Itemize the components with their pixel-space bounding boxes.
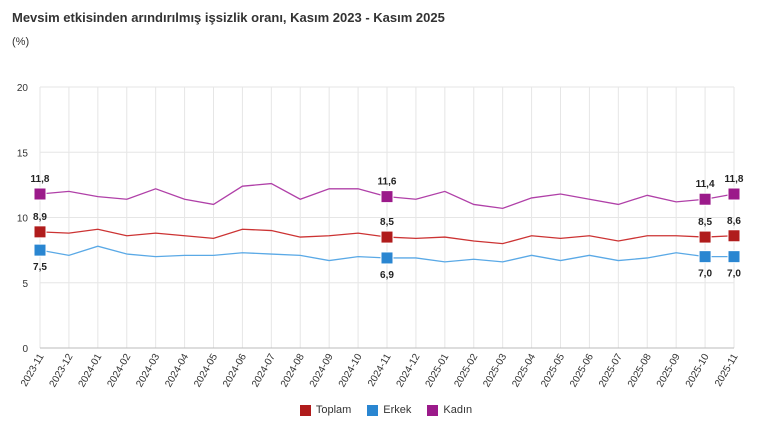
legend-item[interactable]: Toplam [299, 404, 352, 416]
data-marker [698, 250, 712, 264]
data-label: 11,6 [378, 177, 397, 188]
x-tick-label: 2025-06 [568, 352, 596, 390]
x-tick-label: 2025-10 [684, 352, 712, 390]
x-tick-label: 2024-06 [221, 352, 249, 390]
data-marker [698, 230, 712, 244]
legend-item[interactable]: Erkek [367, 404, 411, 416]
y-tick-label: 5 [22, 279, 28, 290]
y-tick-label: 0 [22, 344, 28, 355]
x-tick-label: 2025-01 [424, 352, 452, 390]
x-tick-label: 2025-03 [481, 352, 509, 390]
data-label: 11,8 [31, 174, 50, 185]
x-tick-label: 2023-12 [48, 352, 76, 390]
x-tick-label: 2025-02 [452, 352, 480, 390]
y-tick-label: 15 [17, 148, 29, 159]
data-marker [727, 250, 741, 264]
legend-label: Erkek [383, 404, 412, 416]
legend-item[interactable]: Kadın [427, 404, 472, 416]
legend: Toplam Erkek Kadın [0, 404, 772, 416]
data-marker [33, 225, 47, 239]
data-marker [380, 190, 394, 204]
x-tick-label: 2024-10 [337, 352, 365, 390]
x-tick-label: 2025-07 [597, 352, 625, 390]
x-tick-label: 2024-07 [250, 352, 278, 390]
legend-swatch [367, 404, 379, 416]
legend-label: Kadın [443, 404, 473, 416]
x-tick-label: 2024-05 [192, 352, 220, 390]
data-label: 7,0 [698, 269, 712, 280]
data-label: 8,9 [33, 212, 47, 223]
x-tick-label: 2023-11 [19, 352, 47, 389]
x-tick-label: 2024-08 [279, 352, 307, 390]
data-marker [380, 230, 394, 244]
chart-title: Mevsim etkisinden arındırılmış işsizlik … [12, 10, 445, 25]
data-label: 8,6 [727, 216, 741, 227]
data-marker [33, 187, 47, 201]
data-label: 8,5 [380, 217, 394, 228]
data-marker [33, 243, 47, 257]
x-tick-label: 2024-02 [105, 352, 133, 390]
x-tick-label: 2024-03 [134, 352, 162, 390]
data-marker [380, 251, 394, 265]
legend-label: Toplam [315, 404, 352, 416]
data-label: 7,5 [33, 262, 47, 273]
x-tick-label: 2025-04 [510, 352, 538, 390]
y-tick-label: 20 [17, 83, 29, 94]
data-label: 11,4 [696, 179, 715, 190]
y-unit-label: (%) [12, 36, 30, 48]
x-tick-label: 2024-12 [395, 352, 423, 390]
data-label: 6,9 [380, 270, 394, 281]
legend-swatch [299, 404, 311, 416]
x-tick-label: 2024-11 [366, 352, 394, 389]
data-marker [727, 187, 741, 201]
x-tick-label: 2024-04 [163, 352, 191, 390]
x-tick-label: 2025-08 [626, 352, 654, 390]
data-label: 7,0 [727, 269, 741, 280]
data-marker [698, 192, 712, 206]
x-tick-label: 2024-09 [308, 352, 336, 390]
data-marker [727, 229, 741, 243]
x-tick-label: 2024-01 [77, 352, 105, 390]
x-tick-label: 2025-11 [713, 352, 741, 389]
data-label: 11,8 [725, 174, 744, 185]
x-tick-label: 2025-09 [655, 352, 683, 390]
y-tick-label: 10 [17, 214, 29, 225]
legend-swatch [427, 404, 439, 416]
data-label: 8,5 [698, 217, 712, 228]
x-tick-label: 2025-05 [539, 352, 567, 390]
